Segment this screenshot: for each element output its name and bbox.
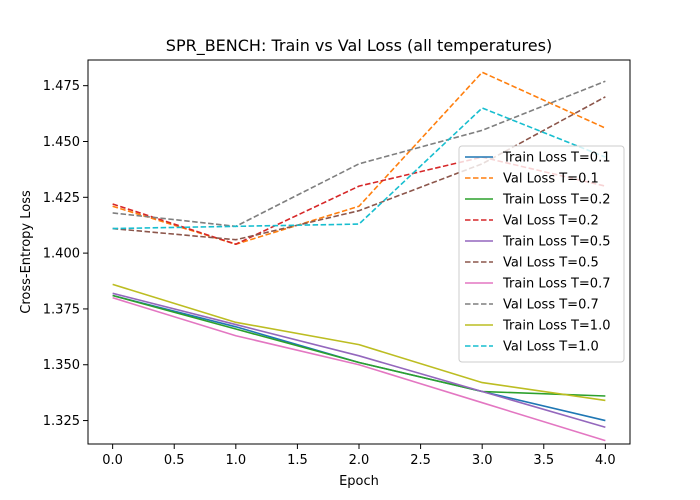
series-line-train-loss-t-0-7 [112, 297, 606, 442]
x-tick-label: 0.0 [102, 453, 123, 468]
y-axis: 1.325 1.350 1.375 1.400 1.425 1.450 1.475 [43, 79, 88, 429]
x-axis: 0.0 0.5 1.0 1.5 2.0 2.5 3.0 3.5 4.0 [102, 444, 616, 468]
x-tick-label: 1.5 [287, 453, 308, 468]
legend-label: Val Loss T=1.0 [503, 340, 599, 355]
y-tick-label: 1.475 [43, 79, 80, 94]
series-line-train-loss-t-1-0 [112, 283, 606, 402]
y-tick-label: 1.325 [43, 414, 80, 429]
legend-label: Train Loss T=0.7 [502, 277, 610, 292]
series-line-val-loss-t-0-5 [112, 96, 606, 241]
legend-label: Train Loss T=1.0 [502, 319, 610, 334]
y-tick-label: 1.350 [43, 358, 80, 373]
legend-label: Train Loss T=0.5 [502, 235, 610, 250]
y-tick-label: 1.425 [43, 191, 80, 206]
y-tick-label: 1.400 [43, 247, 80, 262]
legend-label: Val Loss T=0.2 [503, 214, 599, 229]
x-axis-label: Epoch [339, 474, 379, 489]
x-tick-label: 2.5 [410, 453, 431, 468]
series-line-val-loss-t-0-7 [112, 80, 606, 228]
y-tick-label: 1.450 [43, 135, 80, 150]
x-tick-label: 0.5 [164, 453, 185, 468]
x-tick-label: 4.0 [595, 453, 616, 468]
series-line-val-loss-t-0-1 [112, 71, 606, 245]
legend-label: Val Loss T=0.1 [503, 172, 599, 187]
series-line-train-loss-t-0-5 [112, 292, 606, 429]
y-axis-label: Cross-Entropy Loss [19, 190, 34, 314]
y-tick-label: 1.375 [43, 302, 80, 317]
legend-box [458, 145, 625, 363]
legend-label: Train Loss T=0.2 [502, 193, 610, 208]
x-tick-label: 2.0 [349, 453, 370, 468]
chart-title: SPR_BENCH: Train vs Val Loss (all temper… [166, 36, 552, 56]
legend: Train Loss T=0.1 Val Loss T=0.1 Train Loss… [458, 145, 625, 363]
x-tick-label: 3.0 [472, 453, 493, 468]
series-line-train-loss-t-0-2 [112, 294, 606, 397]
legend-label: Val Loss T=0.7 [503, 298, 599, 313]
legend-label: Val Loss T=0.5 [503, 256, 599, 271]
x-tick-label: 3.5 [533, 453, 554, 468]
legend-label: Train Loss T=0.1 [502, 151, 610, 166]
series-line-val-loss-t-1-0 [112, 107, 606, 230]
x-tick-label: 1.0 [225, 453, 246, 468]
